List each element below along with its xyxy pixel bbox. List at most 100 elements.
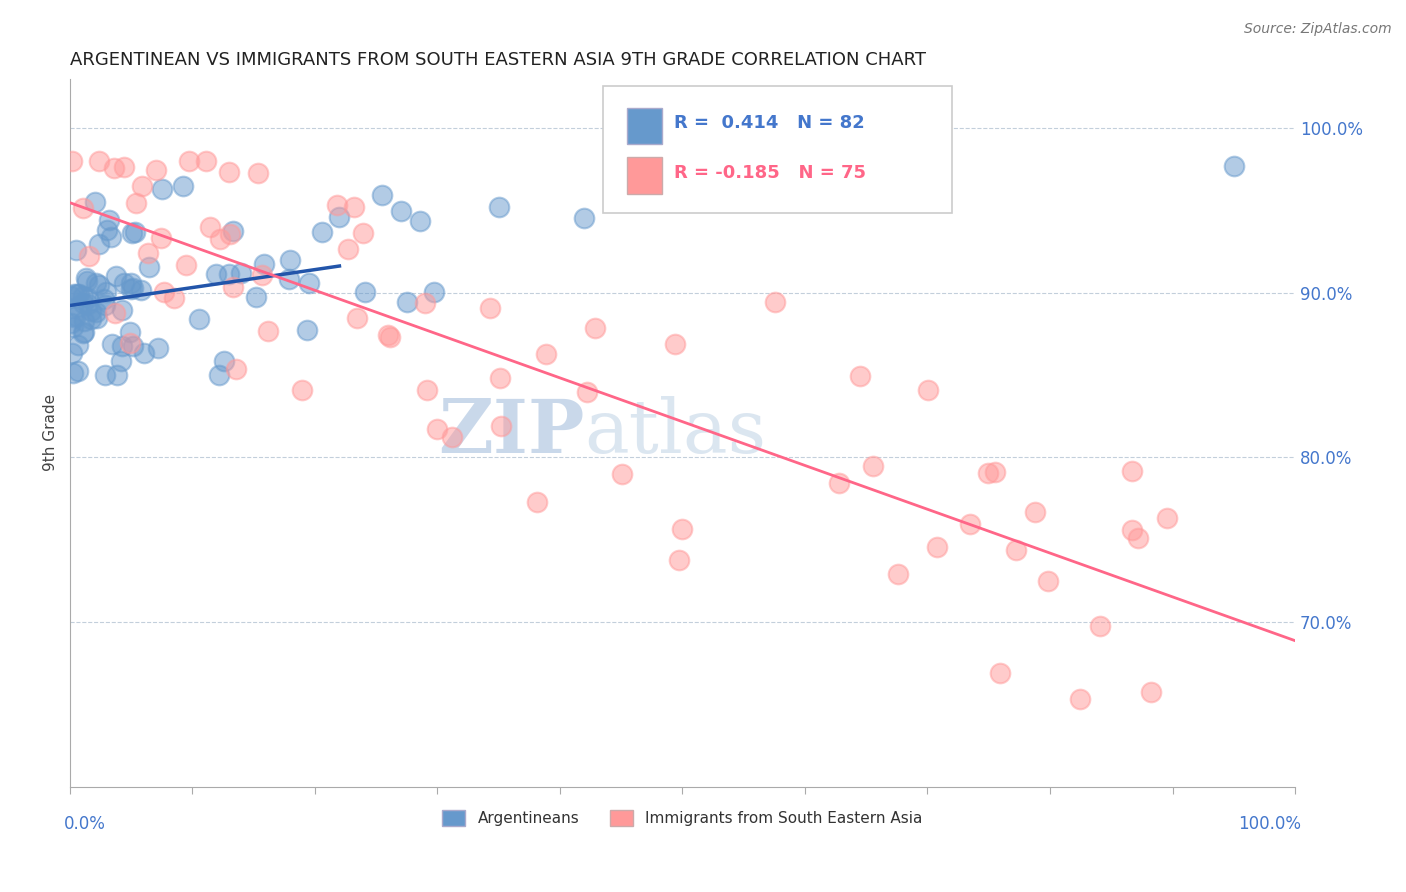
Point — [489, 370, 512, 384]
Point — [927, 540, 949, 554]
Point — [145, 163, 167, 178]
Point — [298, 276, 321, 290]
Text: Source: ZipAtlas.com: Source: ZipAtlas.com — [1244, 22, 1392, 37]
Point — [205, 267, 228, 281]
Point — [479, 301, 502, 315]
Point — [1038, 574, 1060, 588]
Point — [225, 362, 247, 376]
Point — [72, 326, 94, 340]
Point — [124, 196, 146, 211]
Point — [1005, 543, 1028, 558]
Point — [67, 364, 90, 378]
Point — [488, 200, 510, 214]
Point — [67, 286, 90, 301]
Point — [103, 161, 125, 175]
Point — [977, 466, 1000, 480]
Point — [222, 224, 245, 238]
Point — [67, 337, 90, 351]
Point — [62, 319, 84, 334]
Point — [60, 153, 83, 168]
Point — [76, 274, 98, 288]
Point — [576, 384, 599, 399]
Point — [63, 310, 86, 324]
Point — [959, 516, 981, 531]
Point — [1069, 691, 1091, 706]
Point — [138, 260, 160, 274]
Point — [763, 294, 786, 309]
Point — [218, 267, 240, 281]
Point — [1140, 684, 1163, 698]
Point — [66, 287, 89, 301]
Y-axis label: 9th Grade: 9th Grade — [44, 394, 58, 471]
Point — [65, 244, 87, 258]
Point — [72, 295, 94, 310]
Point — [849, 369, 872, 384]
Point — [62, 366, 84, 380]
Point — [62, 286, 84, 301]
Point — [278, 271, 301, 285]
Point — [188, 311, 211, 326]
Point — [988, 665, 1011, 680]
Point — [209, 232, 232, 246]
Point — [1024, 505, 1046, 519]
Point — [94, 298, 117, 312]
Point — [122, 281, 145, 295]
Point — [150, 182, 173, 196]
Point — [79, 249, 101, 263]
Point — [245, 290, 267, 304]
Point — [112, 160, 135, 174]
Point — [65, 309, 87, 323]
Point — [208, 368, 231, 382]
Point — [76, 291, 98, 305]
Point — [231, 266, 253, 280]
Point — [1156, 510, 1178, 524]
Point — [86, 276, 108, 290]
Point — [413, 296, 436, 310]
Point — [101, 337, 124, 351]
Point — [198, 219, 221, 234]
Text: R = -0.185   N = 75: R = -0.185 N = 75 — [673, 163, 866, 182]
Point — [380, 329, 402, 343]
Point — [247, 166, 270, 180]
Point — [80, 312, 103, 326]
Point — [214, 354, 236, 368]
Point — [984, 466, 1007, 480]
Point — [222, 279, 245, 293]
Point — [73, 314, 96, 328]
Point — [610, 467, 633, 482]
FancyBboxPatch shape — [627, 108, 662, 145]
Point — [253, 257, 276, 271]
Point — [96, 223, 118, 237]
Point — [311, 226, 333, 240]
Point — [291, 383, 314, 397]
Point — [295, 323, 318, 337]
Point — [583, 320, 606, 334]
Point — [94, 368, 117, 383]
Point — [862, 459, 884, 474]
Point — [86, 311, 108, 326]
Text: 0.0%: 0.0% — [63, 815, 105, 833]
Point — [1222, 159, 1244, 173]
Point — [177, 153, 200, 168]
Point — [257, 324, 280, 338]
Point — [195, 153, 218, 168]
Point — [146, 342, 169, 356]
Point — [426, 422, 449, 436]
Point — [1121, 465, 1143, 479]
Point — [105, 368, 128, 383]
Point — [336, 242, 359, 256]
Point — [526, 495, 548, 509]
Point — [121, 339, 143, 353]
Text: R =  0.414   N = 82: R = 0.414 N = 82 — [673, 114, 865, 132]
Point — [174, 258, 197, 272]
Point — [111, 339, 134, 353]
Point — [110, 303, 132, 318]
Point — [1121, 523, 1143, 537]
Point — [131, 283, 153, 297]
Point — [97, 212, 120, 227]
Point — [77, 297, 100, 311]
Point — [87, 277, 110, 292]
Point — [150, 231, 173, 245]
Point — [60, 288, 83, 302]
Point — [100, 230, 122, 244]
